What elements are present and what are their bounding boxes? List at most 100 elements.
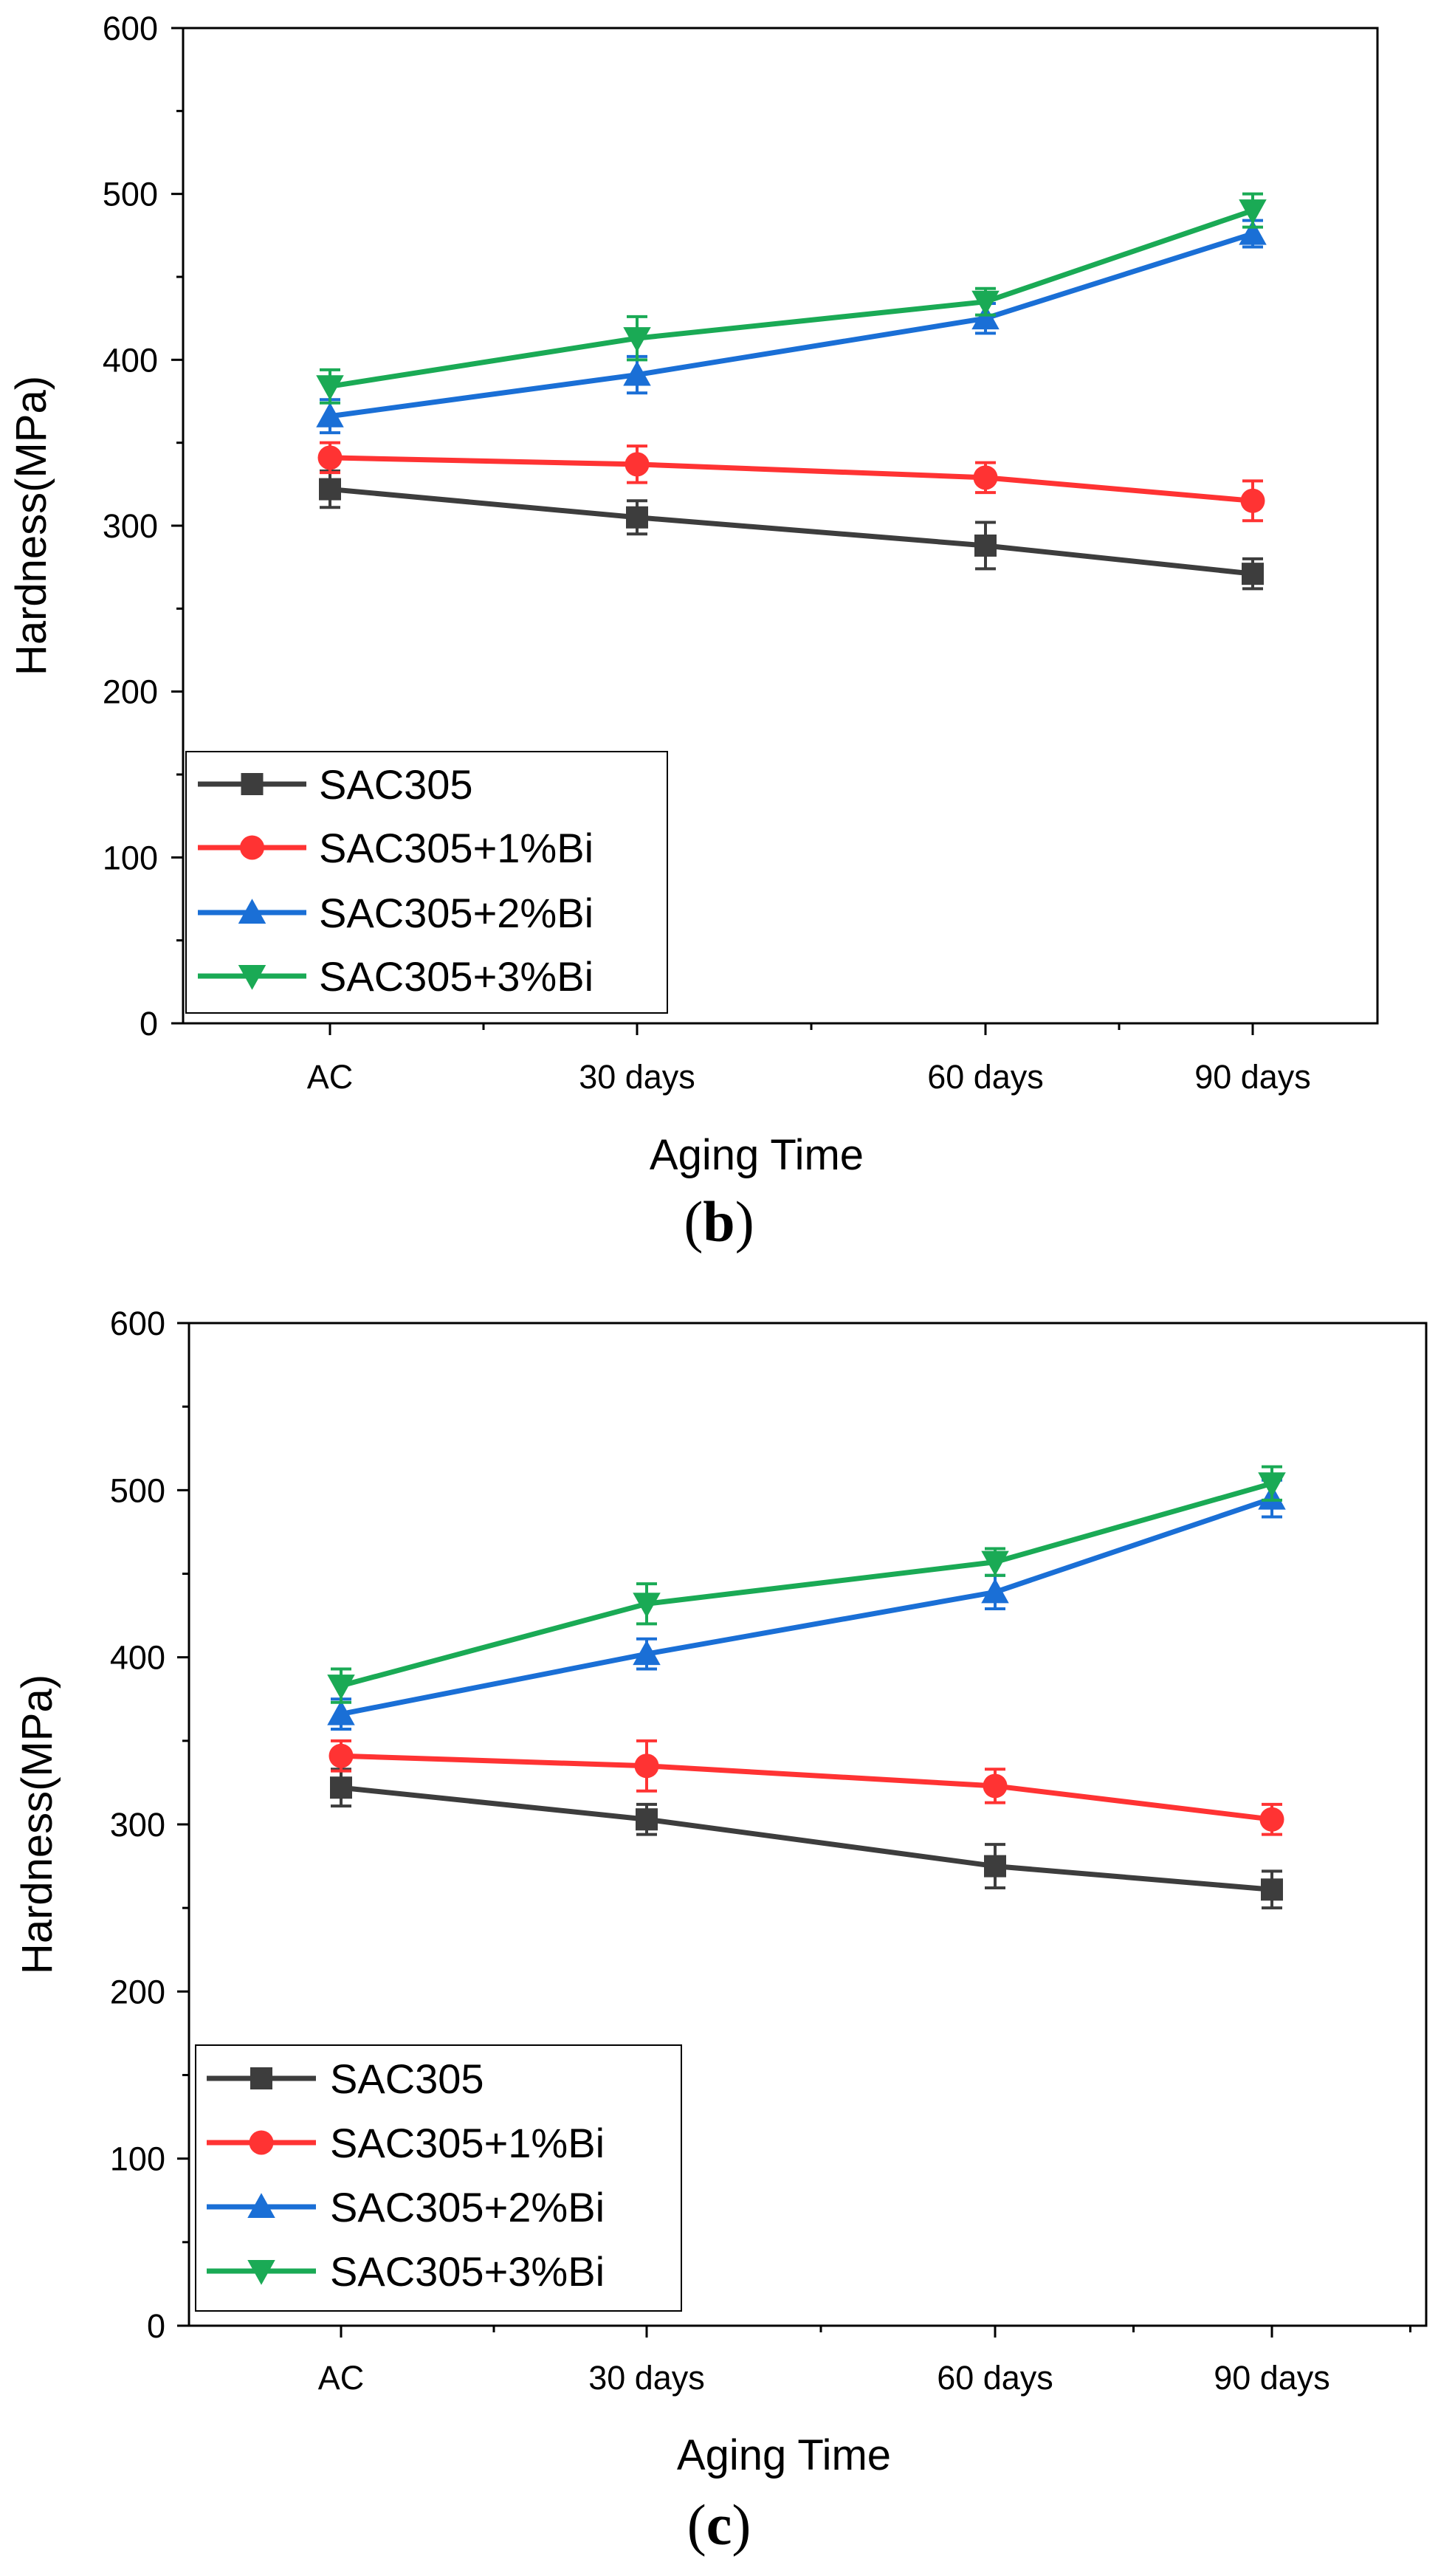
x-axis-title: Aging Time: [650, 1131, 864, 1179]
series-line: [329, 231, 1254, 419]
series-line: [329, 455, 1253, 504]
legend: SAC305 SAC305+1%Bi SAC305+2%Bi SAC305+3%Bi: [195, 2044, 682, 2312]
chart-panel-b: 0 100 200 300 400 500 600 AC 30 days 60 days 90 da…: [7, 10, 1379, 1179]
legend-swatch-marker: [240, 835, 264, 860]
data-point: [633, 1593, 661, 1618]
data-point: [973, 465, 998, 490]
data-point: [984, 1855, 1006, 1878]
series-SAC305+1%Bi: [317, 441, 1265, 523]
series-line: [340, 1496, 1273, 1717]
series-line: [340, 1753, 1273, 1822]
legend-swatch-marker: [249, 2130, 274, 2155]
caption-c: (c): [687, 2493, 751, 2557]
legend-entry-label: SAC305: [319, 761, 473, 808]
legend-entry-label: SAC305+2%Bi: [319, 890, 594, 936]
y-tick-label: 200: [103, 673, 158, 711]
legend-box: [195, 2044, 682, 2312]
y-tick-label: 0: [147, 2307, 165, 2345]
series-SAC305+3%Bi: [327, 1465, 1286, 1704]
x-tick-label: 90 days: [1214, 2359, 1330, 2397]
data-point: [316, 375, 344, 401]
series-SAC305: [330, 1768, 1283, 1910]
series-line: [340, 1480, 1273, 1689]
legend-swatch-marker: [250, 2067, 272, 2089]
y-tick-label: 0: [140, 1005, 158, 1043]
data-point: [330, 1776, 352, 1799]
x-tick-label: 30 days: [579, 1058, 695, 1096]
data-point: [317, 445, 343, 470]
y-tick-label: 300: [103, 507, 158, 545]
data-point: [1239, 199, 1267, 224]
legend-entry-label: SAC305+3%Bi: [330, 2248, 605, 2295]
data-point: [328, 1743, 354, 1768]
legend-swatch-marker: [238, 899, 266, 924]
caption-c-letter: c: [706, 2493, 732, 2557]
data-point: [983, 1773, 1008, 1799]
y-tick-label: 600: [110, 1305, 165, 1342]
data-point: [626, 506, 648, 529]
series-SAC305+2%Bi: [327, 1478, 1286, 1731]
y-tick-label: 100: [110, 2140, 165, 2178]
legend-entry-label: SAC305+1%Bi: [319, 825, 594, 871]
legend-entry-label: SAC305+1%Bi: [330, 2120, 605, 2166]
series-line: [340, 1785, 1273, 1892]
x-tick-label: 90 days: [1194, 1058, 1311, 1096]
caption-b: (b): [684, 1189, 754, 1254]
data-point: [625, 452, 650, 477]
series-SAC305+1%Bi: [328, 1739, 1284, 1836]
x-tick-label: 60 days: [927, 1058, 1044, 1096]
data-point: [1242, 563, 1264, 585]
x-tick-label: 30 days: [588, 2359, 705, 2397]
legend-swatch-marker: [247, 2193, 275, 2218]
data-point: [633, 1640, 661, 1666]
data-point: [1258, 1472, 1286, 1498]
y-tick-label: 400: [103, 341, 158, 379]
data-point: [316, 402, 344, 427]
legend: SAC305 SAC305+1%Bi SAC305+2%Bi SAC305+3%Bi: [185, 751, 668, 1014]
x-axis-title: Aging Time: [677, 2431, 891, 2479]
data-point: [327, 1675, 355, 1700]
series-line: [329, 207, 1254, 389]
data-point: [1239, 219, 1267, 245]
series-line: [329, 487, 1253, 577]
y-tick-label: 200: [110, 1973, 165, 2010]
y-axis-title: Hardness(MPa): [7, 376, 55, 676]
data-point: [971, 304, 1000, 330]
legend-box: [185, 751, 668, 1014]
data-point: [327, 1700, 355, 1725]
legend-swatch-marker: [247, 2260, 275, 2285]
legend-entry-label: SAC305: [330, 2055, 484, 2102]
data-point: [634, 1754, 659, 1779]
data-point: [319, 478, 341, 501]
series-SAC305: [319, 469, 1264, 591]
data-point: [1240, 488, 1265, 513]
data-point: [974, 534, 997, 557]
caption-b-letter: b: [703, 1189, 735, 1254]
x-tick-label: 60 days: [937, 2359, 1053, 2397]
legend-swatch-marker: [238, 965, 266, 990]
y-axis-title: Hardness(MPa): [13, 1675, 61, 1974]
x-tick-label: AC: [307, 1058, 354, 1096]
data-point: [1261, 1878, 1283, 1901]
data-point: [636, 1808, 658, 1831]
series-SAC305+2%Bi: [316, 219, 1267, 435]
chart-panel-c: 0 100 200 300 400 500 600 AC 30 days 60 days 90 da…: [13, 1305, 1428, 2479]
legend-swatch-marker: [241, 773, 264, 795]
y-tick-label: 300: [110, 1806, 165, 1844]
legend-entry-label: SAC305+3%Bi: [319, 953, 594, 1000]
data-point: [981, 1578, 1009, 1604]
data-point: [981, 1550, 1009, 1576]
data-point: [623, 360, 651, 386]
x-tick-label: AC: [318, 2359, 365, 2397]
data-point: [1259, 1807, 1284, 1832]
y-tick-label: 400: [110, 1639, 165, 1677]
data-point: [971, 290, 1000, 316]
y-tick-label: 500: [103, 176, 158, 213]
y-tick-label: 100: [103, 839, 158, 876]
series-SAC305+3%Bi: [316, 192, 1267, 405]
data-point: [623, 327, 651, 352]
legend-entry-label: SAC305+2%Bi: [330, 2184, 605, 2230]
y-tick-label: 500: [110, 1471, 165, 1509]
y-tick-label: 600: [103, 10, 158, 47]
